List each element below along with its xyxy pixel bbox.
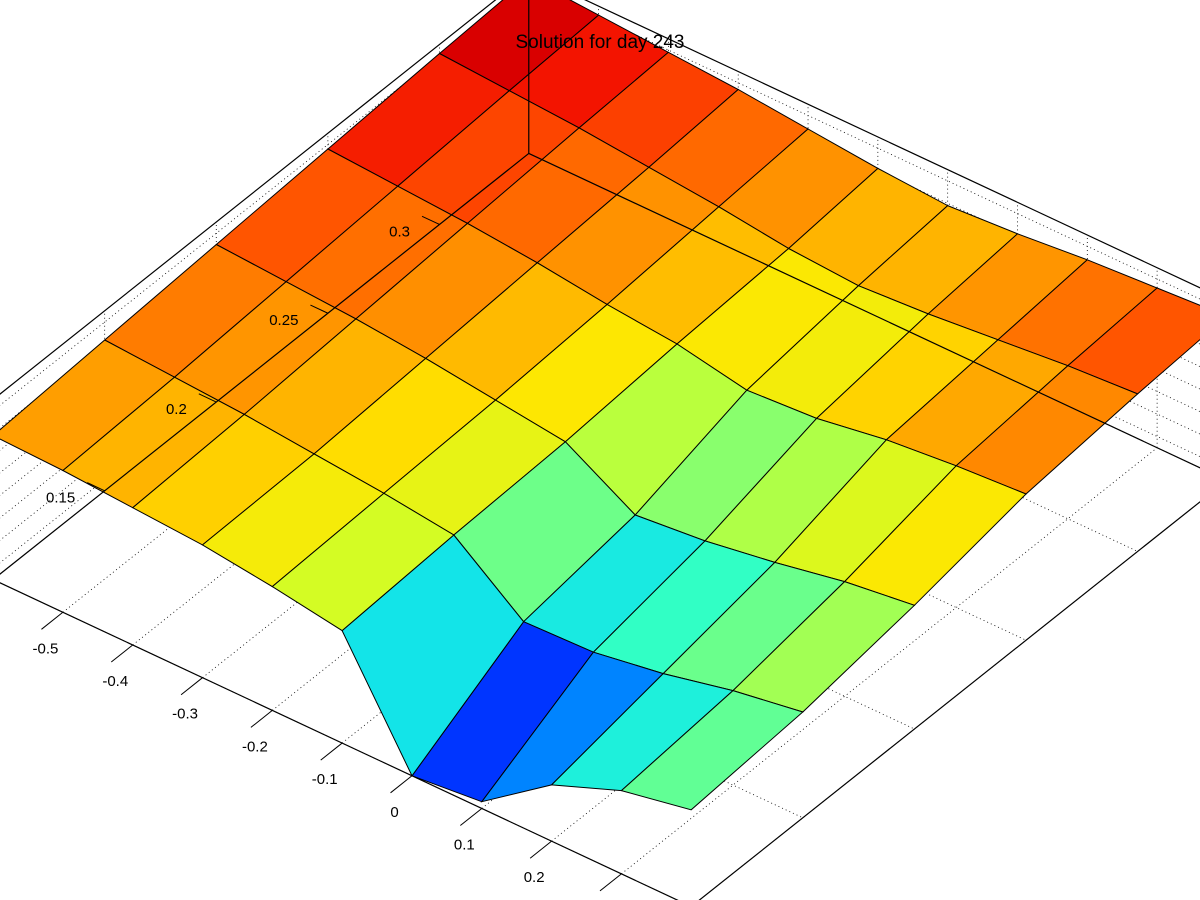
x-tick-label: -0.1	[312, 771, 338, 788]
x-tick-label: -0.4	[102, 673, 128, 690]
surface-plot: -0.6-0.5-0.4-0.3-0.2-0.100.10.20.30.40.1…	[0, 0, 1200, 900]
x-tick-label: 0.2	[524, 869, 545, 886]
y-tick-label: 0.15	[46, 490, 75, 507]
x-tick-label: -0.2	[242, 738, 268, 755]
y-tick-label: 0.2	[166, 401, 187, 418]
chart-title: Solution for day 243	[515, 32, 684, 53]
x-tick-label: -0.5	[33, 640, 59, 657]
y-tick-label: 0.3	[389, 223, 410, 240]
y-tick-label: 0.25	[269, 312, 298, 329]
x-tick-label: -0.3	[172, 706, 198, 723]
x-tick-label: 0.1	[454, 837, 475, 854]
x-tick-label: 0	[390, 804, 398, 821]
